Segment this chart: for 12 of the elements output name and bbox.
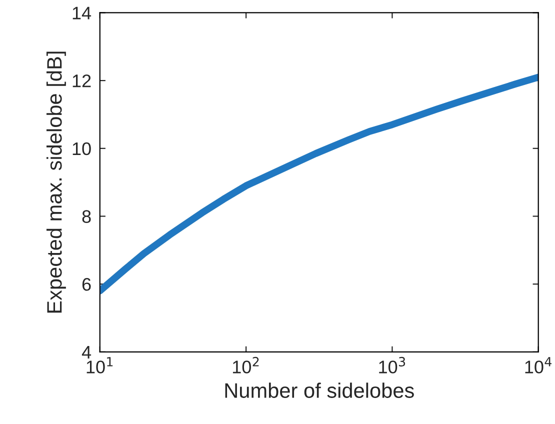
y-axis-title: Expected max. sidelobe [dB] bbox=[46, 52, 66, 313]
y-tick-label: 6 bbox=[82, 278, 91, 291]
x-axis-title: Number of sidelobes bbox=[225, 382, 414, 398]
x-tick-label: 10$^{4}$ bbox=[525, 357, 552, 374]
x-tick-label: 10$^{2}$ bbox=[232, 356, 259, 374]
y-tick-label: 14 bbox=[72, 6, 92, 20]
y-tick-label: 4 bbox=[82, 346, 92, 358]
y-tick-label: 10 bbox=[72, 142, 91, 156]
y-tick-label: 8 bbox=[82, 210, 91, 223]
y-tick-label: 12 bbox=[72, 74, 91, 88]
x-tick-label: 10$^{3}$ bbox=[379, 356, 406, 374]
x-tick-label: 10$^{1}$ bbox=[86, 357, 113, 374]
